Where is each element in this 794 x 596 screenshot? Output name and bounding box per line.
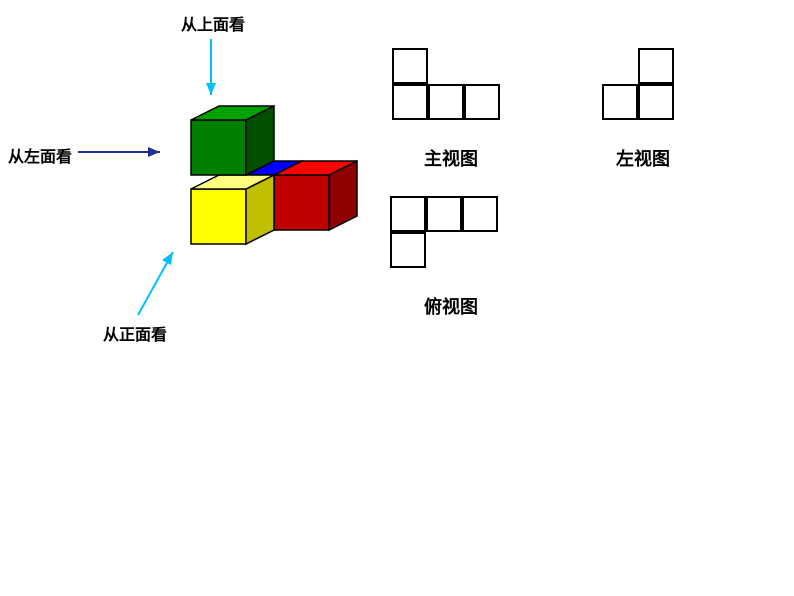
view-cell: [464, 84, 500, 120]
label-front: 从正面看: [103, 321, 167, 345]
cube-green-front: [191, 120, 246, 175]
arrow-front-head: [162, 252, 173, 265]
cube-red-top: [274, 161, 357, 175]
left-view-grid: [602, 48, 674, 120]
label-top-view: 俯视图: [424, 293, 478, 319]
label-main-view: 主视图: [424, 145, 478, 171]
view-cell: [428, 84, 464, 120]
view-cell: [392, 48, 428, 84]
view-cell: [462, 196, 498, 232]
cube-blue-right: [274, 161, 302, 230]
view-cell: [390, 196, 426, 232]
arrow-left-head: [148, 147, 160, 157]
cube-red-right: [329, 161, 357, 230]
view-cell: [392, 84, 428, 120]
cube-yellow-front: [191, 189, 246, 244]
main-view-grid: [392, 48, 500, 120]
top-view-grid: [390, 196, 498, 268]
label-left: 从左面看: [8, 143, 72, 167]
arrows: [78, 39, 216, 315]
label-left-view: 左视图: [616, 145, 670, 171]
cube-green-right: [246, 106, 274, 175]
arrow-top-head: [206, 83, 216, 95]
cube-green-top: [191, 106, 274, 120]
arrow-front-line: [138, 252, 173, 315]
view-cell: [638, 48, 674, 84]
view-cell: [426, 196, 462, 232]
view-cell: [638, 84, 674, 120]
cubes-3d: [191, 106, 357, 244]
cube-yellow-right: [246, 175, 274, 244]
label-top: 从上面看: [181, 11, 245, 35]
cube-red-front: [274, 175, 329, 230]
view-cell: [602, 84, 638, 120]
view-cell: [390, 232, 426, 268]
cube-blue-top: [219, 161, 302, 175]
cube-blue-front: [219, 175, 274, 230]
cube-yellow-top: [191, 175, 274, 189]
